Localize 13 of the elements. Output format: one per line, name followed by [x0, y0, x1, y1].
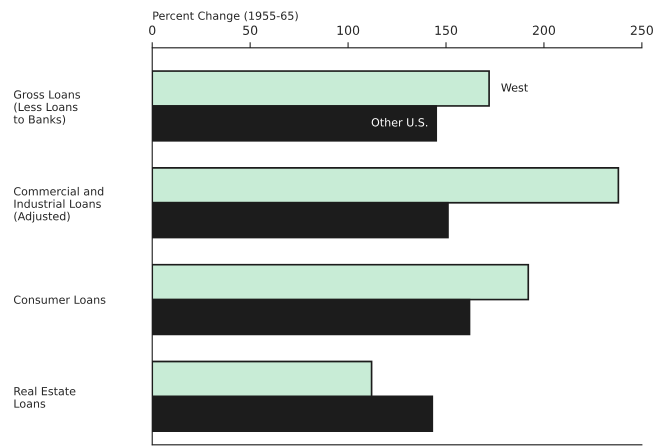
- x-tick-label: 0: [149, 26, 156, 35]
- series-label: Other U.S.: [372, 118, 428, 127]
- x-tick-label: 250: [630, 26, 653, 35]
- y-tick-label: Commercial and Industrial Loans (Adjusted): [14, 186, 104, 223]
- y-tick-label: Gross Loans (Less Loans to Banks): [14, 90, 80, 125]
- x-tick-label: 100: [338, 26, 360, 35]
- series-label: West: [501, 83, 528, 92]
- y-tick-label: Real Estate Loans: [14, 386, 76, 408]
- x-tick-label: 200: [532, 26, 556, 35]
- x-tick-label: 50: [243, 26, 258, 35]
- y-tick-label: Consumer Loans: [14, 296, 106, 304]
- x-axis-title: Percent Change (1955-65): [153, 11, 298, 22]
- x-tick-label: 150: [435, 26, 458, 35]
